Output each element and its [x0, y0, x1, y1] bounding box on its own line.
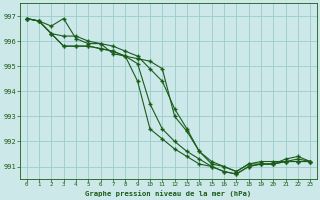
X-axis label: Graphe pression niveau de la mer (hPa): Graphe pression niveau de la mer (hPa) [85, 190, 252, 197]
